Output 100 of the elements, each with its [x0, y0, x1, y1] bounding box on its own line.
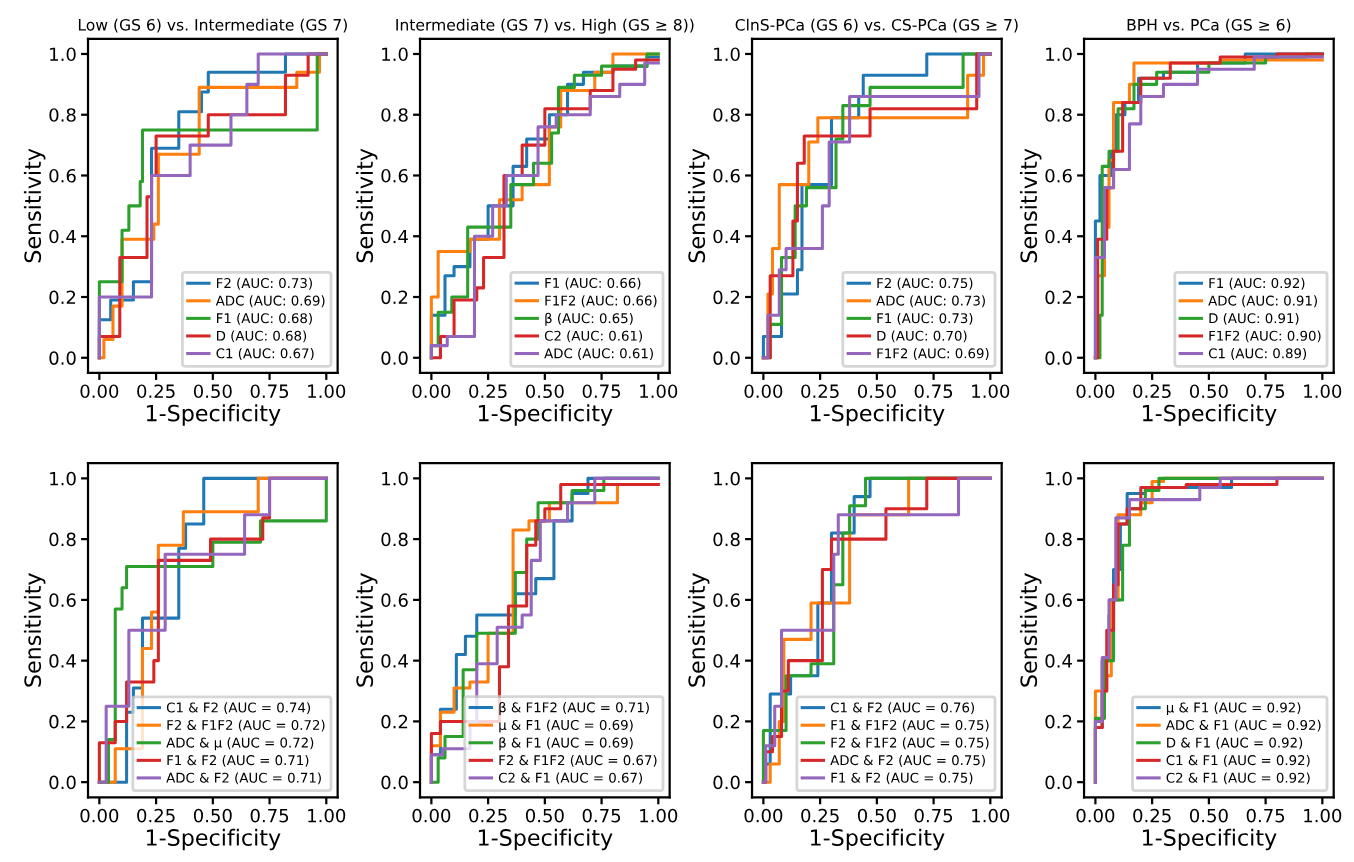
y-tick-label: 0.6: [49, 593, 76, 607]
y-axis-title: Sensitivity: [23, 148, 46, 263]
y-tick-label: 0.0: [713, 775, 740, 790]
x-tick-label: 0.25: [1133, 808, 1171, 823]
x-tick-label: 0.50: [857, 384, 896, 399]
x-axis-title: 1-Specificity: [146, 404, 281, 426]
y-tick-label: 0.2: [1045, 290, 1072, 305]
y-tick-label: 0.2: [49, 714, 76, 729]
x-tick-label: 0.75: [914, 808, 953, 823]
x-tick-label: 0.75: [582, 808, 621, 823]
x-tick-label: 0.25: [801, 384, 839, 399]
y-tick-label: 1.0: [714, 47, 740, 62]
x-tick-label: 1.00: [308, 808, 346, 823]
x-tick-label: 0.00: [744, 384, 783, 399]
y-tick-label: 0.6: [1045, 593, 1072, 607]
y-tick-label: 0.2: [713, 714, 740, 729]
x-tick-label: 0.00: [412, 384, 451, 399]
y-axis-title: Sensitivity: [687, 573, 710, 687]
y-tick-label: 1.0: [50, 47, 76, 62]
y-tick-label: 1.0: [1046, 471, 1072, 486]
x-tick-label: 0.50: [525, 808, 564, 823]
y-tick-label: 0.4: [381, 654, 408, 668]
x-tick-label: 0.00: [1076, 384, 1115, 399]
x-tick-label: 1.00: [972, 384, 1010, 399]
x-axis-title: 1-Specificity: [810, 404, 945, 426]
y-tick-label: 0.8: [1045, 532, 1072, 547]
y-tick-label: 0.0: [49, 351, 76, 365]
y-axis-title: Sensitivity: [355, 148, 378, 263]
x-tick-label: 0.25: [137, 808, 175, 823]
y-tick-label: 0.4: [49, 229, 76, 244]
x-tick-label: 0.75: [914, 384, 953, 399]
y-tick-label: 1.0: [714, 471, 740, 486]
x-tick-label: 0.25: [469, 384, 507, 399]
x-axis-title: 1-Specificity: [1142, 828, 1277, 851]
y-tick-label: 0.2: [49, 290, 76, 305]
x-tick-label: 1.00: [1304, 384, 1342, 399]
y-tick-label: 0.4: [49, 654, 76, 668]
x-tick-label: 0.75: [1246, 384, 1285, 399]
y-tick-label: 0.4: [713, 654, 740, 668]
x-tick-label: 0.50: [193, 808, 232, 823]
x-axis-title: 1-Specificity: [146, 828, 281, 851]
y-tick-label: 0.0: [713, 351, 740, 365]
x-tick-label: 0.00: [80, 384, 119, 399]
x-tick-label: 1.00: [640, 384, 678, 399]
y-tick-label: 0.4: [1045, 229, 1072, 244]
y-tick-label: 0.2: [713, 290, 740, 305]
y-tick-label: 0.0: [49, 775, 76, 790]
y-tick-label: 0.4: [1045, 654, 1072, 668]
x-tick-label: 0.25: [469, 808, 507, 823]
y-tick-label: 0.0: [381, 351, 408, 365]
y-tick-label: 0.6: [49, 168, 76, 183]
y-axis-title: Sensitivity: [23, 573, 46, 687]
x-tick-label: 0.50: [193, 384, 232, 399]
y-tick-label: 0.6: [713, 168, 740, 183]
x-tick-label: 1.00: [308, 384, 346, 399]
x-axis-title: 1-Specificity: [478, 828, 613, 851]
x-tick-label: 0.75: [250, 808, 289, 823]
x-tick-label: 0.00: [412, 808, 451, 823]
x-tick-label: 0.75: [1246, 808, 1285, 823]
x-tick-label: 0.75: [250, 384, 289, 399]
x-tick-label: 0.25: [801, 808, 839, 823]
y-tick-label: 0.8: [713, 108, 740, 122]
x-axis-title: 1-Specificity: [810, 828, 945, 851]
x-tick-label: 0.00: [1076, 808, 1115, 823]
y-axis-title: Sensitivity: [1019, 148, 1042, 263]
y-tick-label: 0.4: [713, 229, 740, 244]
y-axis-title: Sensitivity: [355, 573, 378, 687]
y-tick-label: 0.2: [381, 714, 408, 729]
y-axis-title: Sensitivity: [687, 148, 710, 263]
y-tick-label: 0.8: [713, 532, 740, 547]
y-tick-label: 0.4: [381, 229, 408, 244]
y-tick-label: 0.0: [1045, 775, 1072, 790]
x-axis-title: 1-Specificity: [478, 404, 613, 426]
y-tick-label: 0.2: [381, 290, 408, 305]
x-tick-label: 0.50: [525, 384, 564, 399]
y-tick-label: 1.0: [50, 471, 76, 486]
x-tick-label: 0.25: [1133, 384, 1171, 399]
y-tick-label: 0.8: [381, 108, 408, 122]
x-tick-label: 0.50: [1189, 384, 1228, 399]
y-tick-label: 1.0: [382, 471, 408, 486]
x-tick-label: 0.00: [744, 808, 783, 823]
x-tick-label: 0.25: [137, 384, 175, 399]
y-tick-label: 0.6: [381, 593, 408, 607]
y-tick-label: 0.8: [381, 532, 408, 547]
x-tick-label: 0.50: [857, 808, 896, 823]
y-tick-label: 0.2: [1045, 714, 1072, 729]
y-tick-label: 0.6: [713, 593, 740, 607]
y-tick-label: 0.6: [1045, 168, 1072, 183]
y-tick-label: 0.8: [1045, 108, 1072, 122]
y-tick-label: 0.8: [49, 532, 76, 547]
y-tick-label: 1.0: [1046, 47, 1072, 62]
y-tick-label: 1.0: [382, 47, 408, 62]
y-axis-title: Sensitivity: [1019, 573, 1042, 687]
x-tick-label: 0.00: [80, 808, 119, 823]
y-tick-label: 0.8: [49, 108, 76, 122]
y-tick-label: 0.6: [381, 168, 408, 183]
x-tick-label: 1.00: [972, 808, 1010, 823]
x-tick-label: 0.75: [582, 384, 621, 399]
y-tick-label: 0.0: [381, 775, 408, 790]
x-tick-label: 0.50: [1189, 808, 1228, 823]
